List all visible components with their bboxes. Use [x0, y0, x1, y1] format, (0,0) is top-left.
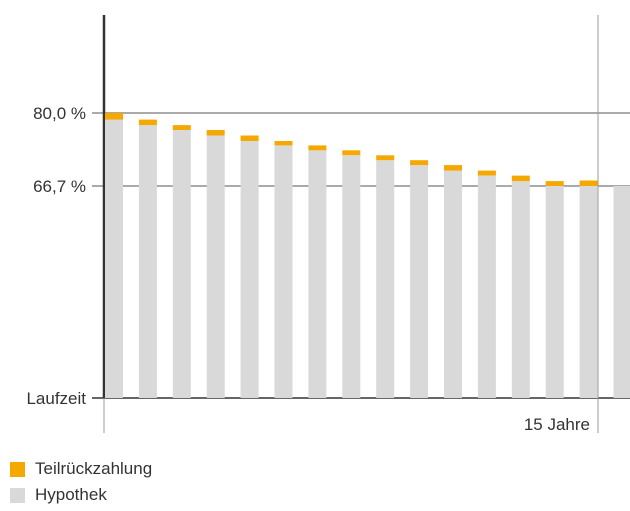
- bar-hypothek-12: [477, 175, 496, 398]
- y-reference-label-80: 80,0 %: [33, 104, 86, 123]
- bar-hypothek-14: [545, 186, 564, 398]
- bar-hypothek-2: [138, 125, 157, 398]
- bar-teilrueckzahlung-1: [105, 113, 123, 120]
- bar-teilrueckzahlung-4: [206, 130, 225, 136]
- bar-hypothek-15: [579, 186, 598, 398]
- bar-teilrueckzahlung-2: [138, 119, 157, 126]
- bar-hypothek-5: [240, 141, 259, 398]
- bar-hypothek-13: [511, 181, 530, 398]
- legend-swatch-teilrueckzahlung: [10, 461, 25, 477]
- bar-hypothek-3: [172, 130, 191, 398]
- y-reference-label-66-7: 66,7 %: [33, 177, 86, 196]
- legend-label-hypothek: Hypothek: [35, 485, 107, 504]
- bar-hypothek-11: [444, 170, 462, 398]
- bar-hypothek-10: [410, 165, 429, 398]
- bar-teilrueckzahlung-12: [477, 170, 496, 176]
- bar-teilrueckzahlung-11: [444, 165, 462, 171]
- bar-teilrueckzahlung-9: [376, 155, 395, 161]
- legend-swatch-hypothek: [10, 487, 25, 503]
- bar-hypothek-7: [308, 150, 327, 398]
- bar-teilrueckzahlung-5: [240, 135, 259, 141]
- x-start-label: Laufzeit: [26, 389, 86, 408]
- bar-teilrueckzahlung-10: [410, 160, 429, 166]
- x-end-label: 15 Jahre: [524, 415, 590, 434]
- bar-hypothek-9: [376, 160, 395, 398]
- bar-hypothek-6: [274, 145, 293, 398]
- bar-teilrueckzahlung-15: [579, 180, 598, 186]
- bar-hypothek-16: [613, 186, 630, 398]
- bar-teilrueckzahlung-13: [511, 175, 530, 182]
- bar-hypothek-4: [206, 135, 225, 398]
- legend-item-hypothek: Hypothek: [10, 482, 152, 508]
- bar-teilrueckzahlung-3: [172, 125, 191, 130]
- bar-hypothek-1: [105, 119, 123, 398]
- mortgage-amortization-chart: 80,0 % 66,7 % Laufzeit 15 Jahre: [26, 15, 630, 434]
- bar-teilrueckzahlung-8: [342, 150, 361, 156]
- legend-item-teilrueckzahlung: Teilrückzahlung: [10, 456, 152, 482]
- bar-teilrueckzahlung-6: [274, 141, 293, 146]
- legend-label-teilrueckzahlung: Teilrückzahlung: [35, 459, 153, 478]
- bar-hypothek-8: [342, 155, 361, 398]
- bars-group: [105, 113, 630, 398]
- bar-teilrueckzahlung-14: [545, 181, 564, 186]
- bar-teilrueckzahlung-7: [308, 145, 327, 151]
- legend: Teilrückzahlung Hypothek: [10, 456, 152, 508]
